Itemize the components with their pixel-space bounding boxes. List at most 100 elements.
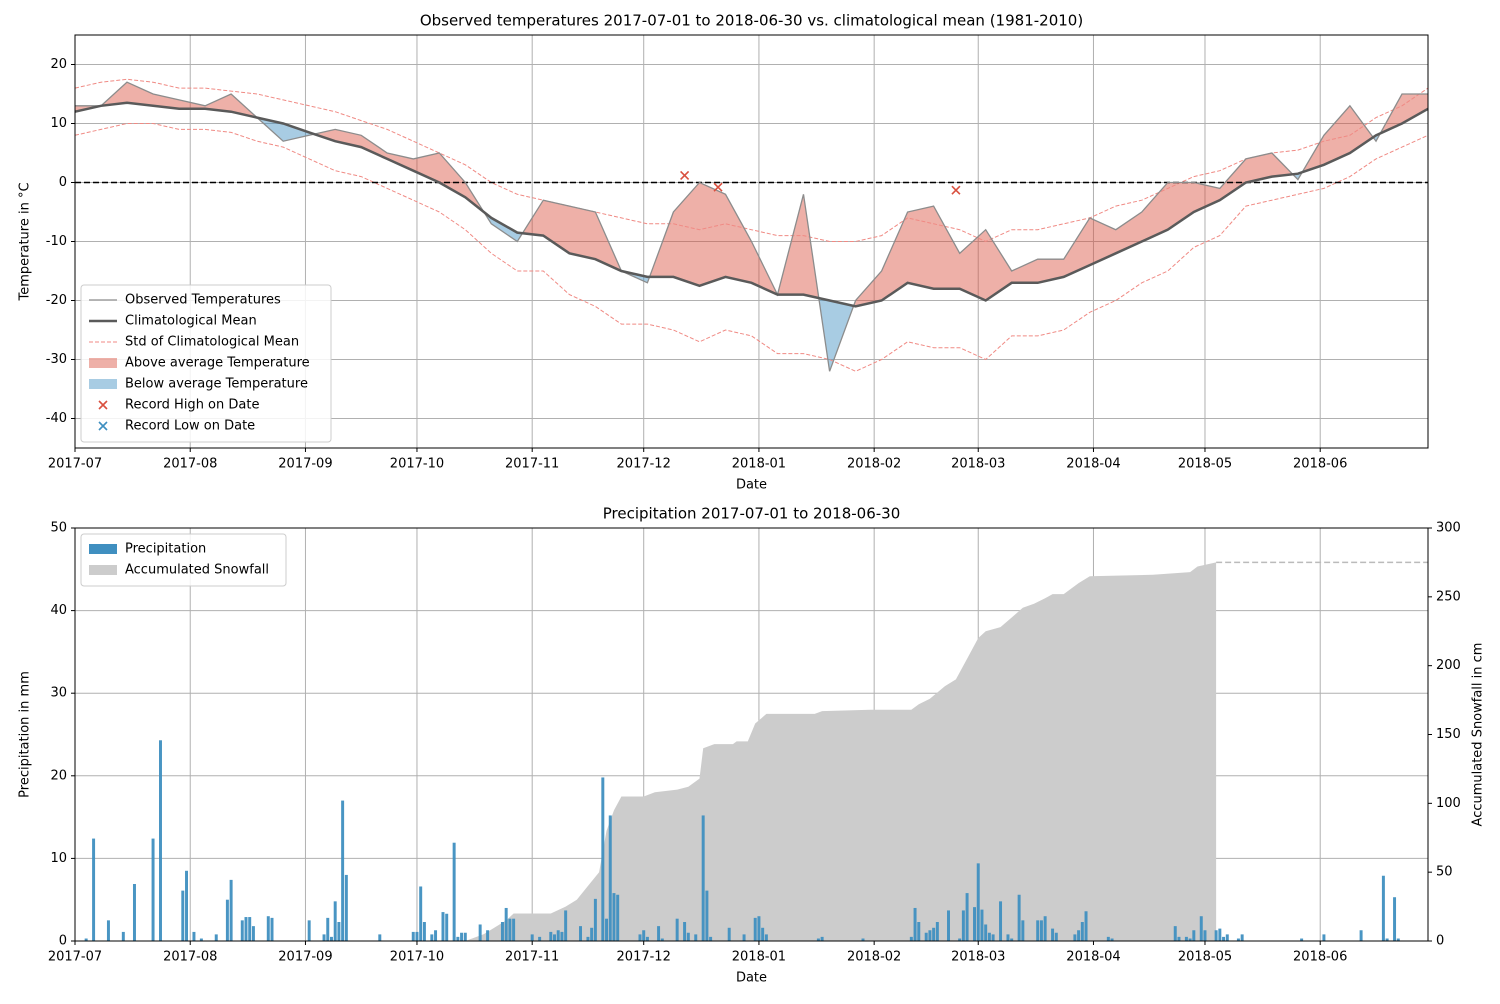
y-axis-label: Precipitation in mm [18, 671, 33, 798]
y-tick-label: -30 [46, 352, 67, 367]
bar [199, 938, 203, 941]
x-tick-label: 2018-01 [732, 457, 786, 472]
bar [500, 922, 504, 941]
legend-swatch [89, 565, 117, 575]
y-tick-label: 10 [50, 851, 67, 866]
y2-axis-label: Accumulated Snowfall in cm [1471, 643, 1486, 827]
legend-swatch [89, 379, 117, 389]
bar [333, 901, 337, 941]
bar [1359, 930, 1363, 941]
bar [378, 934, 382, 941]
record-marker [680, 170, 690, 180]
bar [1393, 897, 1397, 941]
x-tick-label: 2018-02 [847, 950, 901, 965]
bar [1043, 916, 1047, 941]
bar [329, 936, 333, 941]
plot-frame [74, 527, 1429, 942]
legend-label: Record High on Date [125, 398, 259, 413]
legend-label: Record Low on Date [125, 419, 255, 434]
bar [322, 934, 326, 941]
bar [642, 930, 646, 941]
bar [84, 938, 88, 941]
bar [1203, 930, 1207, 941]
bar [909, 936, 913, 941]
bar [1214, 930, 1218, 941]
x-tick-label: 2018-05 [1178, 950, 1232, 965]
bar [645, 936, 649, 941]
bar [958, 938, 962, 941]
legend-label: Above average Temperature [125, 356, 310, 371]
above-area [75, 82, 1428, 307]
bar [917, 922, 921, 941]
legend-label: Std of Climatological Mean [125, 335, 299, 350]
bar [987, 932, 991, 941]
bar [1054, 932, 1058, 941]
y2-tick-label: 100 [1436, 796, 1461, 811]
std-line [74, 78, 1429, 243]
chart-title: Observed temperatures 2017-07-01 to 2018… [420, 12, 1083, 30]
bar [434, 930, 438, 941]
bar [151, 838, 155, 941]
y-tick-label: 50 [50, 521, 67, 536]
bar [251, 926, 255, 941]
bar [701, 815, 705, 941]
bar [463, 932, 467, 941]
bar [460, 932, 464, 941]
bar [586, 936, 590, 941]
bar [240, 920, 244, 941]
bar [1192, 930, 1196, 941]
bar [1177, 936, 1181, 941]
bar [553, 934, 556, 941]
bar [928, 930, 932, 941]
bar [1381, 875, 1385, 941]
legend-frame [80, 284, 332, 443]
bar [947, 910, 950, 941]
x-tick-label: 2018-03 [951, 457, 1005, 472]
bar [976, 863, 980, 941]
x-tick-label: 2018-03 [951, 950, 1005, 965]
x-tick-label: 2017-12 [617, 950, 671, 965]
bar [984, 924, 988, 941]
bar [638, 934, 642, 941]
y2-tick-label: 300 [1436, 521, 1461, 536]
y-tick-label: 40 [50, 603, 67, 618]
y2-tick-label: 0 [1436, 934, 1444, 949]
bar [530, 934, 534, 941]
bar [816, 938, 820, 941]
bar [248, 917, 252, 941]
x-tick-label: 2017-09 [278, 457, 332, 472]
bar [106, 920, 110, 941]
bar [1084, 911, 1088, 941]
bar [727, 927, 731, 941]
y2-tick-label: 50 [1436, 865, 1453, 880]
x-tick-label: 2018-05 [1178, 457, 1232, 472]
bar [411, 931, 415, 941]
bar [270, 917, 274, 941]
bar [612, 893, 616, 941]
bar [764, 934, 768, 941]
bar [935, 922, 939, 941]
bar [478, 924, 482, 941]
x-tick-label: 2017-12 [617, 457, 671, 472]
y-tick-label: 0 [59, 175, 67, 190]
x-axis-label: Date [736, 971, 767, 986]
bar [556, 930, 560, 941]
bar [225, 899, 229, 941]
bar [538, 936, 542, 941]
x-tick-label: 2017-07 [48, 950, 102, 965]
bar [1225, 934, 1229, 941]
bar [419, 886, 423, 941]
bar [605, 918, 609, 941]
record-marker [951, 185, 961, 195]
bar [593, 898, 597, 941]
bar [1106, 936, 1110, 941]
bar [980, 909, 984, 941]
bar [924, 932, 928, 941]
snowfall-area [75, 562, 1217, 941]
bar [445, 913, 449, 941]
bar [1110, 938, 1114, 941]
bar [326, 917, 330, 941]
y-tick-label: -10 [46, 234, 67, 249]
y-tick-label: 10 [50, 116, 67, 131]
